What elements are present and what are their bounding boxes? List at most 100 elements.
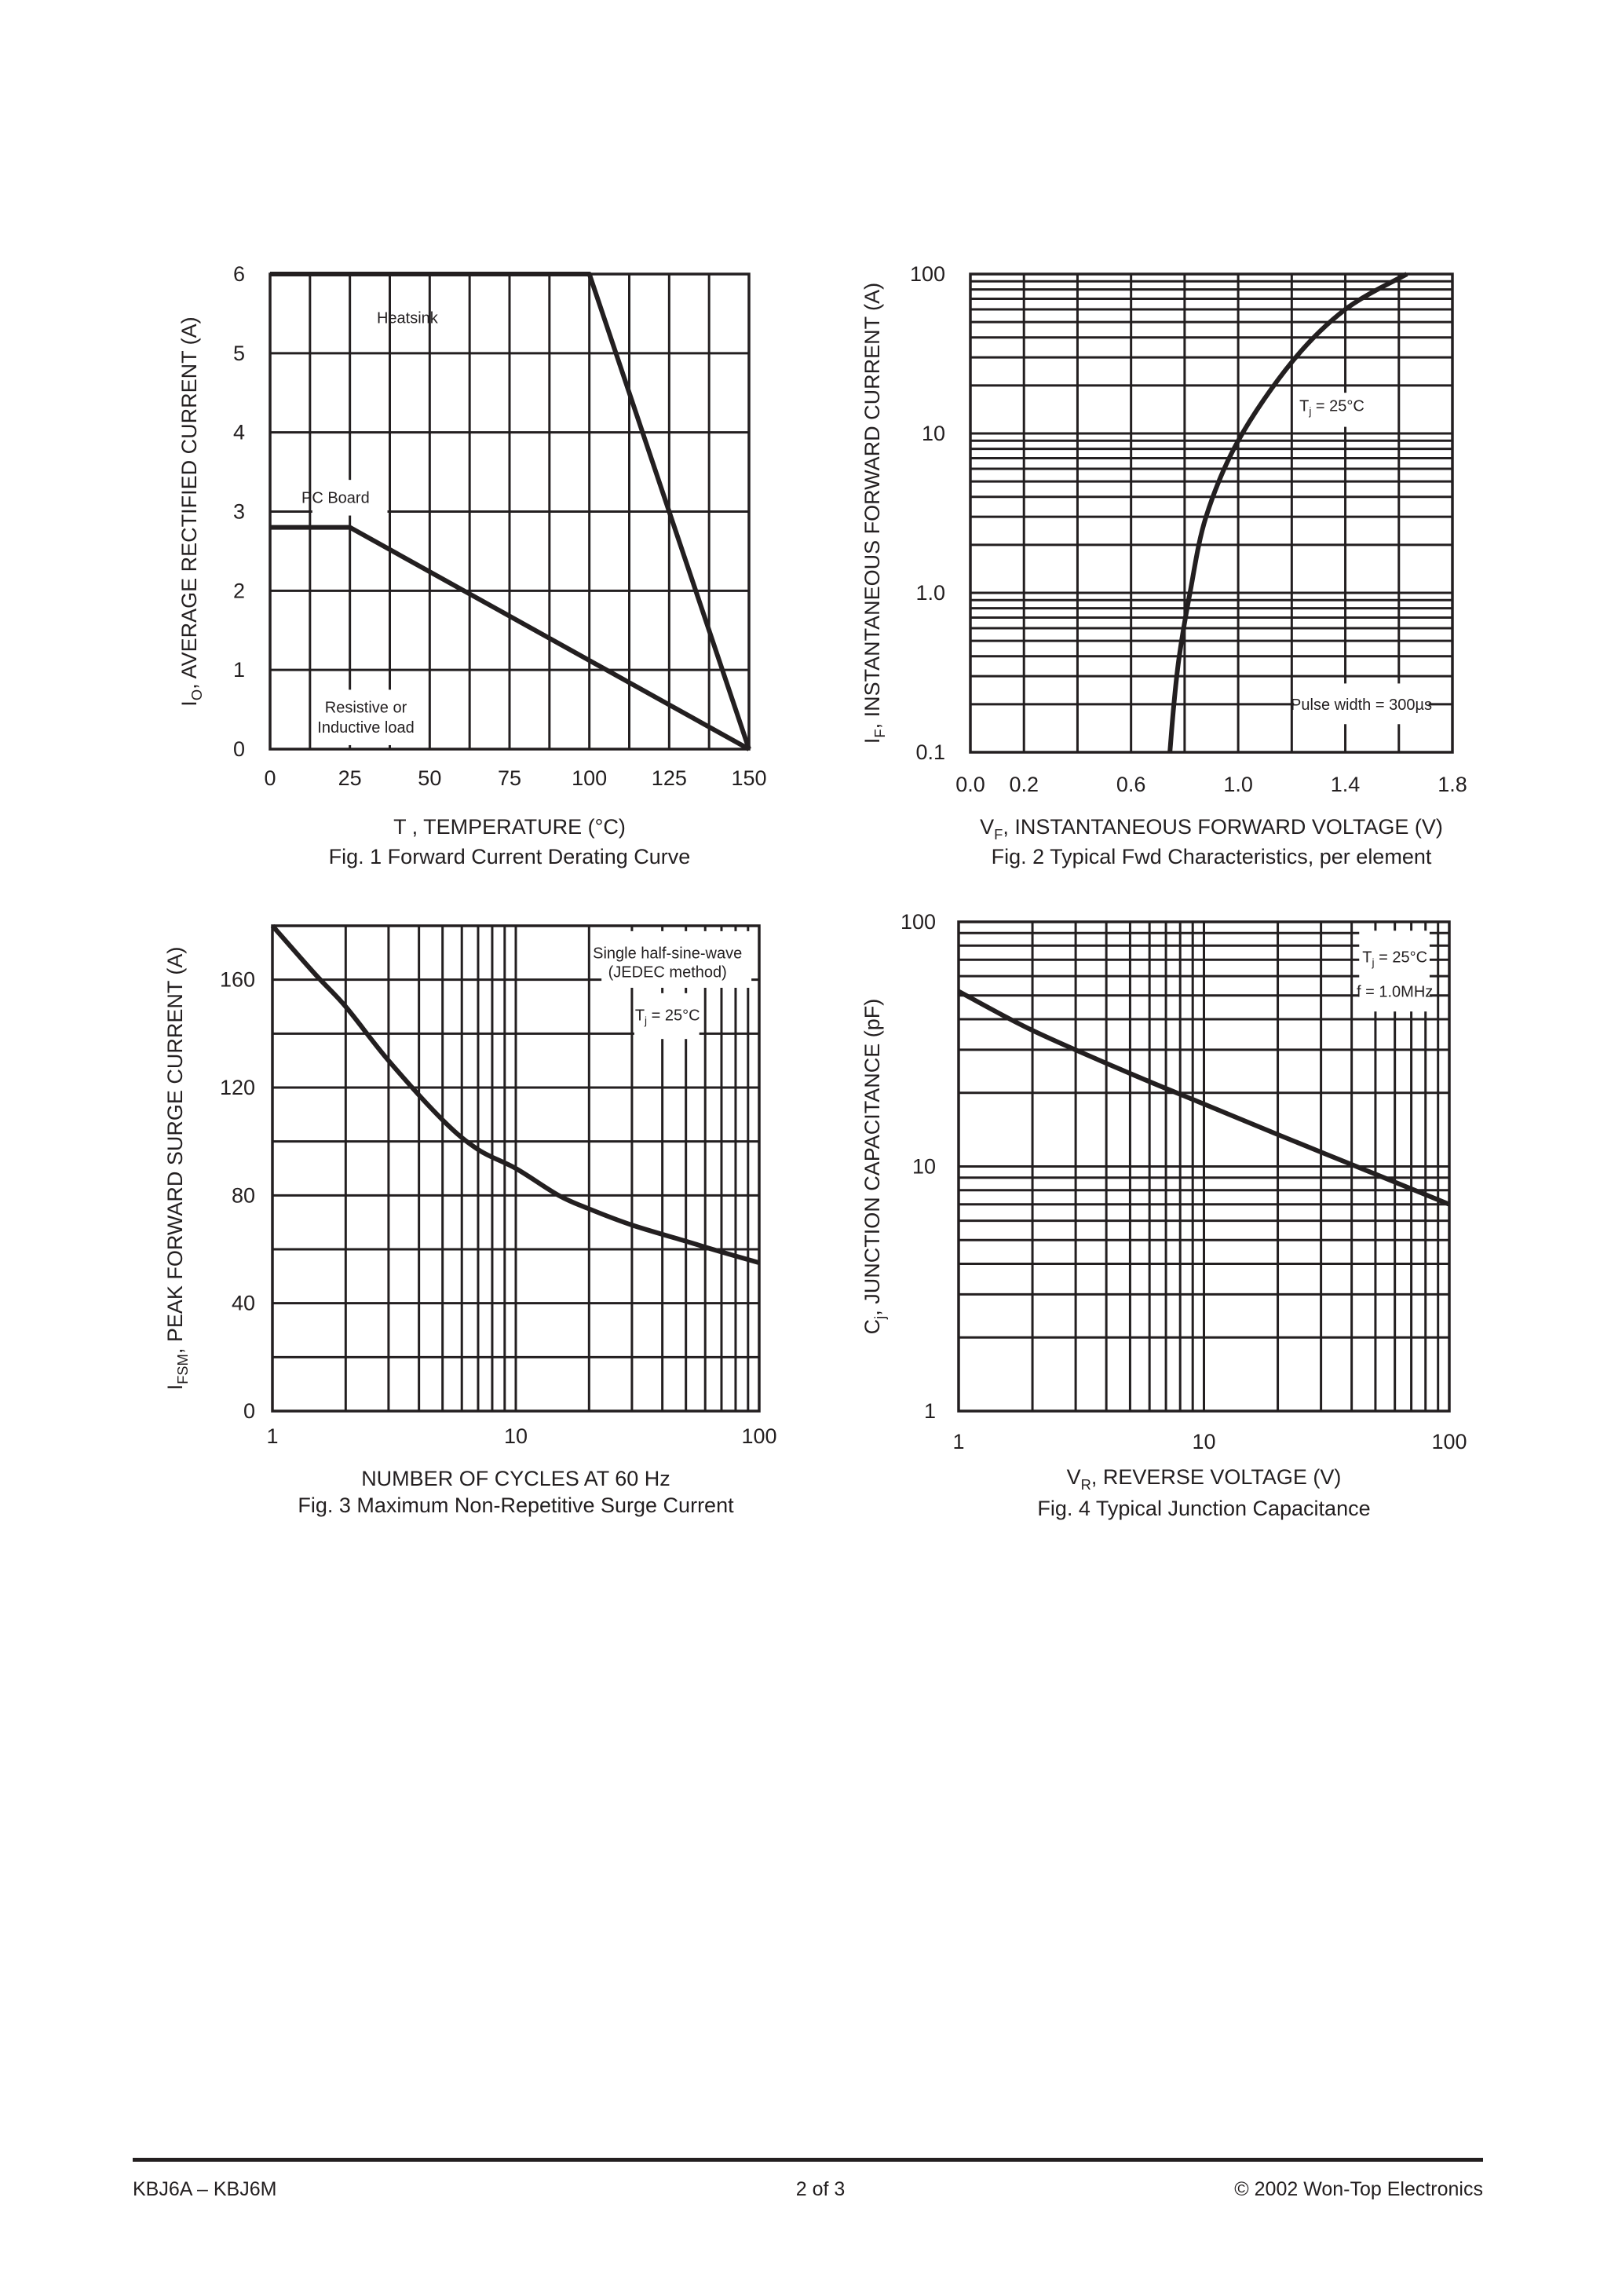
label-rest: = 25°C	[1375, 949, 1427, 966]
x-tick-label: 1.0	[1223, 773, 1253, 796]
label-rest: = 25°C	[1311, 397, 1364, 415]
x-tick-label: 1	[952, 1430, 964, 1453]
series-line-heatsink	[270, 272, 751, 750]
figure-caption: Fig. 2 Typical Fwd Characteristics, per …	[992, 845, 1432, 868]
plot-frame	[271, 924, 761, 1413]
annotation-background	[634, 993, 700, 1040]
x-tick-label: 75	[498, 766, 521, 790]
x-tick-label: 100	[1431, 1430, 1467, 1453]
label-subscript: O	[188, 689, 205, 700]
label-subscript: R	[1081, 1476, 1091, 1493]
x-tick-label: 50	[418, 766, 441, 790]
label-main: V	[1067, 1465, 1081, 1489]
y-tick-label: 3	[233, 500, 245, 524]
label-rest: , AVERAGE RECTIFIED CURRENT (A)	[177, 316, 201, 689]
label-subscript: j	[1308, 405, 1311, 417]
footer-part-number: KBJ6A – KBJ6M	[133, 2178, 277, 2200]
label-rest: , REVERSE VOLTAGE (V)	[1091, 1465, 1342, 1489]
annotation-text: Pulse width = 300µs	[1291, 696, 1432, 714]
annotation-text: Heatsink	[377, 309, 439, 327]
y-tick-label: 0	[243, 1399, 255, 1423]
annotation-background	[1359, 930, 1430, 1012]
y-axis-label: IF, INSTANTANEOUS FORWARD CURRENT (A)	[860, 283, 888, 744]
x-tick-label: 0.6	[1116, 773, 1146, 796]
label-subscript: j	[1372, 956, 1375, 968]
y-tick-label: 1	[233, 658, 245, 682]
x-tick-label: 150	[731, 766, 766, 790]
x-tick-label: 1.8	[1438, 773, 1467, 796]
label-main: I	[860, 738, 884, 744]
series-line-1	[270, 924, 760, 1266]
x-tick-label: 0.2	[1009, 773, 1039, 796]
x-tick-label: 10	[1192, 1430, 1215, 1453]
annotation-text: Resistive or	[325, 700, 407, 717]
annotation-text: PC Board	[301, 489, 370, 506]
annotation-text: Single half-sine-wave	[593, 945, 742, 962]
series-line-pc-board	[270, 525, 751, 751]
annotation-text: Tj = 25°C	[1362, 949, 1427, 968]
label-subscript: FSM	[174, 1354, 191, 1384]
plot-frame	[969, 272, 1454, 754]
x-tick-label: 25	[338, 766, 362, 790]
annotation-text: (JEDEC method)	[608, 963, 727, 981]
x-tick-label: 1	[266, 1424, 278, 1448]
y-tick-label: 10	[922, 422, 945, 445]
y-tick-label: 5	[233, 342, 245, 365]
label-rest: = 25°C	[647, 1007, 700, 1024]
x-tick-label: 0	[264, 766, 276, 790]
x-tick-label: 125	[652, 766, 687, 790]
x-tick-label: 0.0	[955, 773, 985, 796]
series-line-1	[1167, 272, 1408, 753]
x-axis-label: NUMBER OF CYCLES AT 60 Hz	[361, 1467, 670, 1490]
y-tick-label: 1	[924, 1399, 936, 1423]
y-axis-label: IFSM, PEAK FORWARD SURGE CURRENT (A)	[163, 947, 191, 1391]
x-tick-label: 10	[504, 1424, 528, 1448]
y-tick-label: 160	[220, 968, 255, 992]
x-tick-label: 1.4	[1331, 773, 1361, 796]
figure-caption: Fig. 3 Maximum Non-Repetitive Surge Curr…	[298, 1493, 734, 1517]
x-tick-label: 100	[572, 766, 607, 790]
figure-caption: Fig. 4 Typical Junction Capacitance	[1037, 1497, 1370, 1520]
footer-divider	[133, 2158, 1483, 2162]
label-subscript: F	[994, 826, 1003, 843]
series-line-1	[957, 989, 1451, 1207]
label-subscript: F	[871, 729, 888, 737]
label-main: I	[163, 1384, 187, 1391]
label-main: T	[1362, 949, 1372, 966]
label-rest: , INSTANTANEOUS FORWARD VOLTAGE (V)	[1003, 815, 1443, 839]
y-tick-label: 100	[910, 262, 945, 286]
annotation-background	[392, 294, 428, 342]
y-tick-label: 100	[901, 910, 936, 934]
annotation-text: Tj = 25°C	[635, 1007, 700, 1026]
y-tick-label: 6	[233, 262, 245, 286]
y-axis-label: IO, AVERAGE RECTIFIED CURRENT (A)	[177, 316, 205, 706]
label-main: V	[980, 815, 994, 839]
y-tick-label: 120	[220, 1076, 255, 1099]
y-tick-label: 4	[233, 421, 245, 444]
annotation-text: f = 1.0MHz	[1357, 983, 1433, 1000]
label-main: C	[860, 1319, 884, 1335]
annotation-text: Tj = 25°C	[1299, 397, 1364, 417]
y-tick-label: 40	[232, 1292, 255, 1315]
annotation-background	[1302, 393, 1364, 427]
annotation-background	[601, 930, 752, 988]
figure-caption: Fig. 1 Forward Current Derating Curve	[329, 845, 691, 868]
y-tick-label: 2	[233, 579, 245, 602]
chart-fig-1: 0 25 50 75 100 125 150 0 1 2 3 4 5 6 T , TEMPERATURE (…	[177, 262, 767, 868]
y-tick-label: 0.1	[915, 740, 945, 764]
label-rest: , JUNCTION CAPACITANCE (pF)	[860, 999, 884, 1316]
footer-copyright: © 2002 Won-Top Electronics	[1234, 2178, 1483, 2200]
chart-fig-3: 1 10 100 0 40 80 120 160 NUMBER OF CYCLES AT 60 …	[163, 924, 777, 1517]
y-tick-label: 0	[233, 737, 245, 761]
label-subscript: j	[644, 1015, 647, 1026]
footer-page-number: 2 of 3	[795, 2178, 846, 2200]
label-subscript: j	[871, 1316, 888, 1320]
y-axis-label: Cj, JUNCTION CAPACITANCE (pF)	[860, 999, 888, 1335]
label-main: T	[1299, 397, 1309, 415]
y-tick-label: 80	[232, 1183, 255, 1207]
annotation-background	[312, 480, 388, 516]
x-axis-label: VR, REVERSE VOLTAGE (V)	[1067, 1465, 1342, 1493]
